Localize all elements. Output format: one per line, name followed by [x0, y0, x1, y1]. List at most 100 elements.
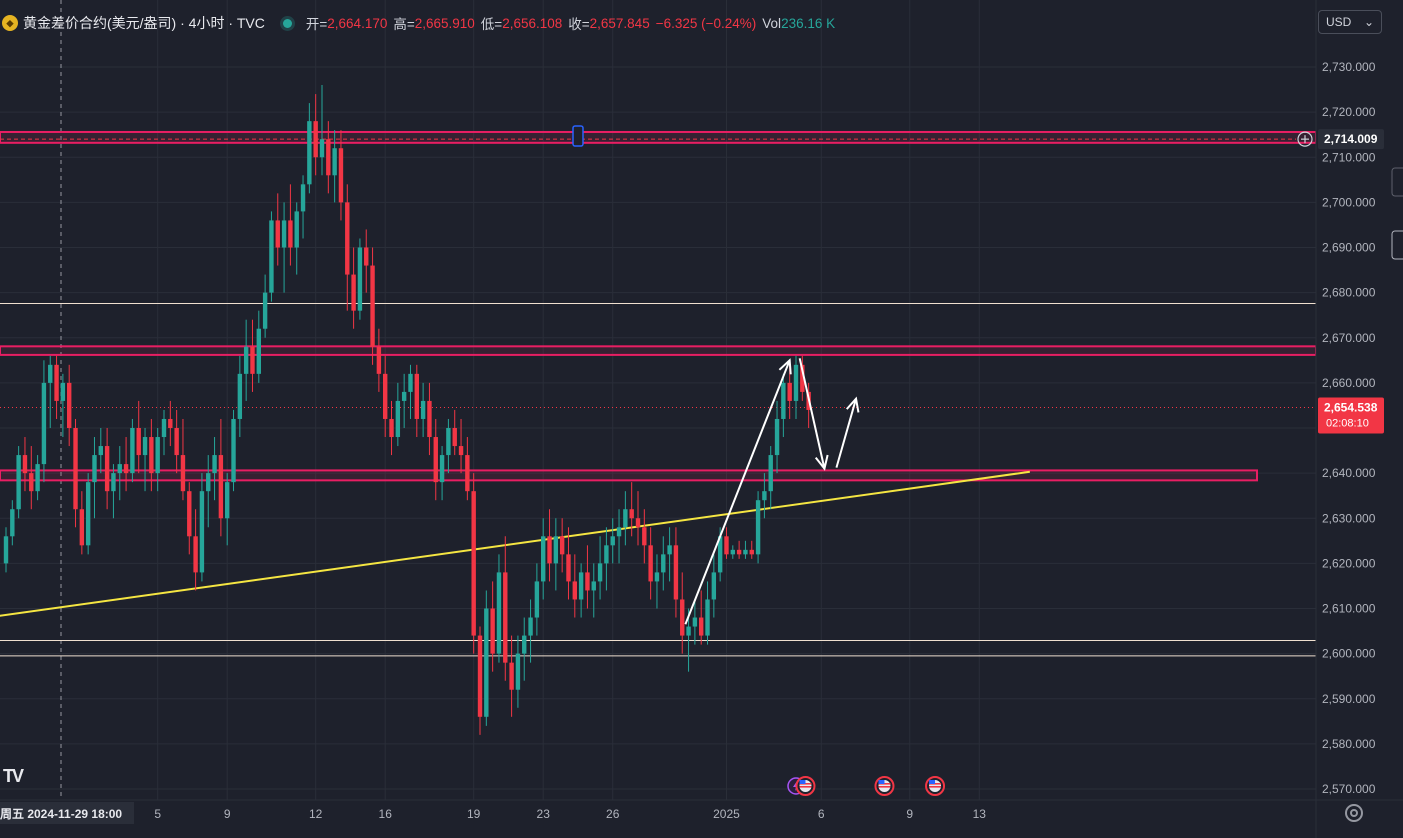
candle-body [477, 635, 483, 717]
candle-body [269, 220, 274, 293]
candle-body [123, 464, 129, 474]
chevron-down-icon: ⌄ [1363, 15, 1374, 29]
candle-body [338, 148, 344, 203]
candle-body [16, 455, 21, 510]
candle-body [705, 599, 710, 636]
grid [0, 0, 1316, 800]
candle-body [414, 373, 419, 419]
candle-body [22, 455, 28, 474]
candle-body [168, 418, 173, 428]
candle-body [300, 184, 306, 212]
us-flag-icon[interactable] [795, 776, 816, 796]
candle-body [800, 364, 805, 392]
candle-body [762, 491, 767, 501]
candle-body [199, 491, 205, 573]
settings-icon[interactable] [1345, 804, 1363, 822]
candle-body [503, 572, 508, 663]
price-tick-label: 2,630.000 [1322, 511, 1376, 525]
candle-body [610, 536, 615, 546]
candle-body [149, 437, 154, 474]
candle-body [774, 418, 780, 456]
candle-body [288, 220, 293, 248]
candle-body [572, 581, 577, 600]
candle-body [389, 418, 394, 438]
candle-body [680, 599, 685, 636]
currency-select[interactable]: USD ⌄ [1318, 10, 1382, 34]
candle-body [345, 202, 350, 275]
close-label: 收= [568, 17, 590, 32]
candle-body [256, 328, 261, 374]
candle-body [604, 545, 609, 564]
price-tick-label: 2,670.000 [1322, 331, 1376, 345]
price-tick-label: 2,720.000 [1322, 105, 1376, 119]
candles [3, 85, 811, 735]
candle-body [559, 536, 565, 555]
candle-body [218, 455, 224, 519]
candle-body [98, 446, 103, 456]
open-value: 2,664.170 [327, 15, 388, 31]
arrow-head-icon [778, 358, 792, 375]
candle-body [117, 464, 122, 474]
candle-body [667, 545, 672, 555]
candle-body [250, 346, 255, 374]
candle-body [717, 536, 723, 573]
candle-body [724, 536, 729, 555]
candle-body [787, 382, 792, 401]
candle-body [629, 509, 634, 519]
candle-body [35, 464, 40, 492]
candle-body [136, 428, 141, 456]
candle-body [401, 391, 407, 401]
trendline [0, 470, 1030, 617]
candle-body [383, 373, 388, 419]
time-tick-label: 9 [224, 807, 231, 821]
time-tick-label: 23 [537, 807, 551, 821]
candle-body [553, 536, 559, 564]
candle-body [142, 437, 148, 456]
candle-body [111, 473, 116, 492]
price-marker-bg [1318, 129, 1384, 150]
us-flag-icon[interactable] [925, 776, 946, 796]
candle-body [60, 382, 66, 401]
candle-body [104, 446, 110, 492]
candle-body [439, 455, 445, 483]
time-tick-label: 12 [309, 807, 323, 821]
candle-body [597, 563, 603, 582]
price-tick-label: 2,590.000 [1322, 692, 1376, 706]
candle-body [509, 662, 514, 690]
zone-rectangle [0, 130, 1316, 144]
gold-logo-icon: ◆ [2, 15, 18, 31]
market-status-icon [282, 18, 292, 28]
candle-body [85, 482, 91, 546]
price-tick-label: 2,640.000 [1322, 466, 1376, 480]
candle-body [635, 518, 641, 528]
candle-body [48, 364, 53, 383]
plot-area [0, 0, 1316, 800]
candle-body [225, 482, 230, 519]
candle-body [623, 509, 628, 528]
add-alert-icon[interactable] [1297, 131, 1313, 147]
candle-body [471, 491, 476, 636]
current-price-label: 2,654.538 [1324, 401, 1378, 415]
zone-handle-icon [572, 125, 584, 147]
candle-body [547, 536, 552, 564]
us-flag-icon[interactable] [874, 776, 895, 796]
tradingview-logo-icon[interactable]: TV [3, 766, 24, 786]
symbol-title[interactable]: 黄金差价合约(美元/盎司) · 4小时 · TVC [23, 15, 265, 31]
candle-body [433, 437, 438, 483]
candle-body [528, 617, 533, 636]
candle-body [420, 400, 426, 419]
projection-arrow-down [798, 358, 826, 469]
price-tick-label: 2,660.000 [1322, 376, 1376, 390]
candle-body [408, 373, 413, 392]
candle-body [755, 500, 761, 555]
candle-body [395, 400, 401, 438]
time-axis: 周五 2024-11-29 18:00 5 9 12 16 19 23 26 2025 6 9 13 [0, 802, 986, 824]
candle-body [661, 554, 666, 573]
candle-body [376, 346, 382, 374]
candle-body [41, 382, 47, 465]
candle-body [686, 626, 691, 636]
candle-body [73, 428, 78, 510]
candle-body [452, 428, 457, 447]
candle-body [161, 418, 167, 438]
